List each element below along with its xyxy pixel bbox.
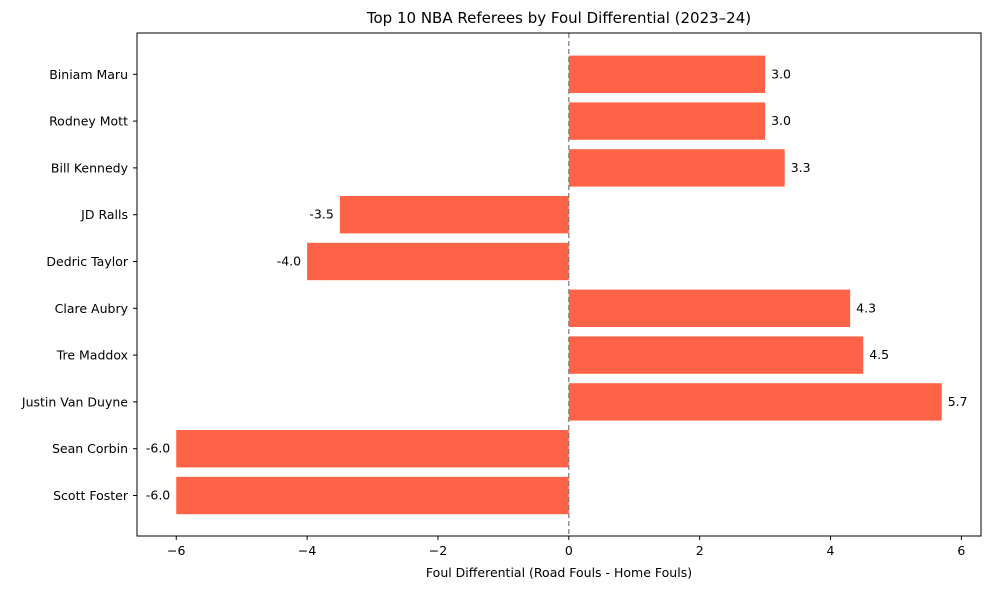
bar (568, 289, 851, 327)
data-label: 5.7 (948, 394, 968, 409)
y-tick-label: Clare Aubry (55, 301, 129, 316)
x-tick-label: 0 (565, 543, 573, 558)
y-axis: Scott Foster Sean Corbin Justin Van Duyne T… (21, 67, 137, 503)
plot-frame (136, 32, 982, 537)
x-tick-label: 2 (696, 543, 704, 558)
y-tick-label: Sean Corbin (52, 441, 128, 456)
x-tick-label: −4 (298, 543, 316, 558)
data-label: -6.0 (146, 488, 170, 503)
bar (568, 336, 864, 374)
bar (568, 383, 942, 421)
bar (176, 430, 569, 468)
x-tick-label: 6 (957, 543, 965, 558)
y-tick-label: Scott Foster (53, 488, 129, 503)
y-tick-label: JD Ralls (80, 207, 128, 222)
bar (568, 102, 766, 140)
x-tick-label: 4 (827, 543, 835, 558)
data-label: -3.5 (309, 207, 333, 222)
bars-layer (176, 55, 942, 515)
x-tick-label: −6 (167, 543, 185, 558)
bar (568, 149, 785, 187)
x-tick-label: −2 (429, 543, 447, 558)
x-axis: −6 −4 −2 0 2 4 6 (167, 536, 965, 558)
y-tick-label: Dedric Taylor (46, 254, 128, 269)
data-label: 4.5 (869, 347, 889, 362)
data-label: 4.3 (856, 300, 876, 315)
y-tick-label: Tre Maddox (56, 348, 128, 363)
y-tick-label: Biniam Maru (49, 67, 128, 82)
data-label: -6.0 (146, 441, 170, 456)
bar (568, 55, 766, 93)
data-label: 3.0 (771, 66, 791, 81)
chart-title: Top 10 NBA Referees by Foul Differential… (366, 9, 751, 27)
y-tick-label: Rodney Mott (49, 114, 128, 129)
x-axis-label: Foul Differential (Road Fouls - Home Fou… (426, 565, 692, 580)
y-tick-label: Bill Kennedy (51, 160, 129, 175)
y-tick-label: Justin Van Duyne (21, 394, 128, 409)
data-label: 3.3 (791, 160, 811, 175)
data-label: 3.0 (771, 113, 791, 128)
data-label: -4.0 (277, 254, 301, 269)
bar (339, 196, 569, 234)
bar (176, 476, 569, 515)
data-labels-layer: -6.0 -6.0 5.7 4.5 4.3 -4.0 -3.5 3.3 3.0 3.0 (146, 66, 968, 502)
bar (307, 242, 569, 281)
